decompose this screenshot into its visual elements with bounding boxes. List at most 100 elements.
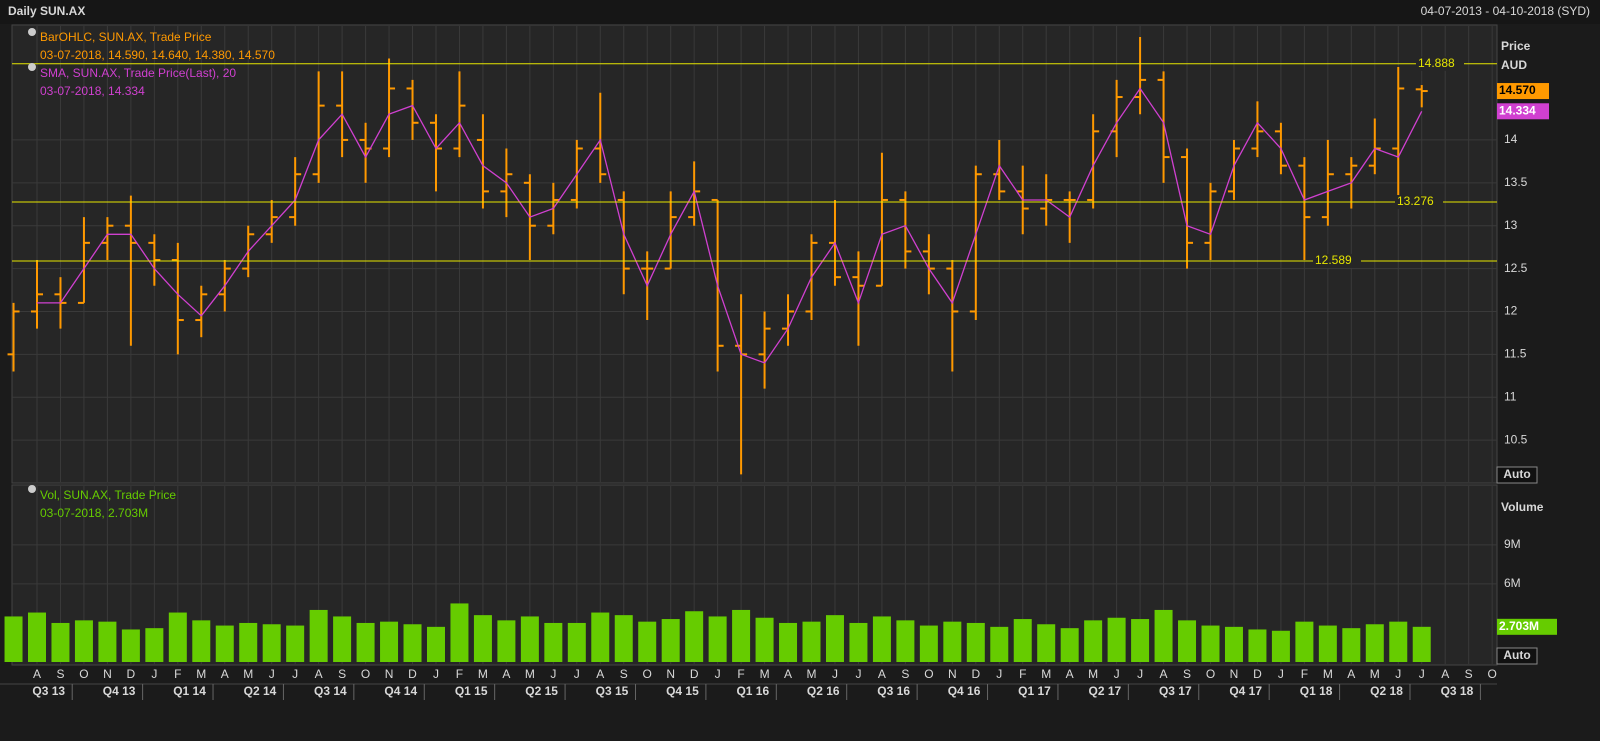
volume-bar bbox=[591, 612, 610, 662]
month-label: J bbox=[832, 667, 838, 681]
volume-bar bbox=[1342, 628, 1361, 662]
volume-bar bbox=[1154, 609, 1173, 662]
y-tick-label: 13 bbox=[1504, 218, 1518, 232]
month-label: O bbox=[643, 667, 652, 681]
volume-bar bbox=[1060, 628, 1079, 662]
volume-bar bbox=[919, 625, 938, 662]
legend-icon[interactable] bbox=[28, 63, 36, 71]
volume-bar bbox=[286, 625, 305, 662]
month-label: A bbox=[1160, 667, 1168, 681]
month-label: M bbox=[760, 667, 770, 681]
month-label: A bbox=[784, 667, 792, 681]
volume-bar bbox=[497, 620, 516, 662]
title-bar bbox=[0, 0, 1600, 24]
volume-bar bbox=[614, 615, 633, 662]
month-label: N bbox=[948, 667, 957, 681]
legend-icon[interactable] bbox=[28, 28, 36, 36]
quarter-label: Q3 13 bbox=[32, 684, 65, 698]
auto-label[interactable]: Auto bbox=[1503, 648, 1530, 662]
volume-bar bbox=[1178, 620, 1197, 662]
month-label: M bbox=[1041, 667, 1051, 681]
auto-button[interactable] bbox=[1496, 647, 1538, 665]
volume-bar bbox=[356, 622, 375, 662]
month-label: A bbox=[221, 667, 229, 681]
legend-status: 03-07-2018, 14.334 bbox=[40, 84, 145, 98]
quarter-label: Q3 15 bbox=[596, 684, 629, 698]
last-value-label: 14.334 bbox=[1499, 103, 1536, 117]
month-label: A bbox=[878, 667, 886, 681]
annotations: 14.888 13.276 12.589 bbox=[12, 56, 1497, 268]
quarter-label: Q1 14 bbox=[173, 684, 206, 698]
sma-line bbox=[37, 87, 1423, 364]
volume-bar bbox=[262, 624, 281, 662]
quarter-label: Q1 15 bbox=[455, 684, 488, 698]
quarter-label: Q3 16 bbox=[877, 684, 910, 698]
auto-label[interactable]: Auto bbox=[1503, 467, 1530, 481]
volume-bar bbox=[215, 625, 234, 662]
month-label: M bbox=[243, 667, 253, 681]
month-label: J bbox=[996, 667, 1002, 681]
volume-bar bbox=[872, 616, 891, 662]
month-label: J bbox=[1419, 667, 1425, 681]
volume-bar bbox=[1248, 629, 1267, 662]
quarter-label: Q3 17 bbox=[1159, 684, 1192, 698]
volume-bar bbox=[403, 624, 422, 662]
y-tick-label: 12 bbox=[1504, 304, 1518, 318]
y-tick-label: 10.5 bbox=[1504, 432, 1528, 446]
month-label: A bbox=[1441, 667, 1449, 681]
last-value-box bbox=[1497, 618, 1557, 635]
month-label: A bbox=[33, 667, 41, 681]
month-label: D bbox=[971, 667, 980, 681]
volume-bar bbox=[51, 622, 70, 662]
volume-bar bbox=[1131, 619, 1150, 662]
quarter-label: Q3 18 bbox=[1441, 684, 1474, 698]
quarter-label: Q2 14 bbox=[244, 684, 277, 698]
month-label: M bbox=[525, 667, 535, 681]
month-label: D bbox=[1253, 667, 1262, 681]
horizontal-line-label: 14.888 bbox=[1418, 56, 1455, 70]
y-tick-label: 13.5 bbox=[1504, 175, 1528, 189]
volume-bar bbox=[544, 622, 563, 662]
month-label: M bbox=[1088, 667, 1098, 681]
volume-bar bbox=[708, 616, 727, 662]
volume-bar bbox=[990, 626, 1009, 662]
volume-axis-label: Volume bbox=[1501, 500, 1544, 514]
month-label: J bbox=[1137, 667, 1143, 681]
last-value-box bbox=[1497, 83, 1549, 100]
month-label: J bbox=[151, 667, 157, 681]
y-tick-label: 11.5 bbox=[1504, 347, 1527, 361]
volume-bar bbox=[966, 622, 985, 662]
legend: BarOHLC, SUN.AX, Trade Price 03-07-2018,… bbox=[28, 28, 275, 520]
volume-bar bbox=[638, 621, 657, 662]
volume-bar bbox=[1107, 617, 1126, 662]
horizontal-line-label-bg bbox=[1395, 195, 1443, 210]
month-label: J bbox=[433, 667, 439, 681]
legend-icon[interactable] bbox=[28, 485, 36, 493]
last-value-box bbox=[1497, 103, 1549, 120]
month-label: J bbox=[574, 667, 580, 681]
month-label: A bbox=[315, 667, 323, 681]
last-value-label: 14.570 bbox=[1499, 83, 1536, 97]
volume-bar bbox=[1201, 625, 1220, 662]
horizontal-line-label-bg bbox=[1416, 56, 1464, 71]
volume-bar bbox=[74, 620, 93, 662]
quarter-label: Q2 16 bbox=[807, 684, 840, 698]
month-label: A bbox=[1347, 667, 1355, 681]
month-label: M bbox=[478, 667, 488, 681]
volume-bar bbox=[661, 619, 680, 662]
legend-entry: BarOHLC, SUN.AX, Trade Price bbox=[40, 30, 212, 44]
quarter-label: Q4 17 bbox=[1229, 684, 1262, 698]
auto-button[interactable] bbox=[1496, 466, 1538, 484]
volume-bar bbox=[28, 612, 46, 662]
volume-bar bbox=[802, 621, 821, 662]
month-label: J bbox=[1395, 667, 1401, 681]
volume-bar bbox=[825, 615, 844, 662]
quarter-label: Q4 13 bbox=[103, 684, 136, 698]
quarter-label: Q4 15 bbox=[666, 684, 699, 698]
legend-entry: Vol, SUN.AX, Trade Price bbox=[40, 488, 176, 502]
volume-bar bbox=[943, 621, 962, 662]
month-label: D bbox=[127, 667, 136, 681]
volume-bar bbox=[426, 626, 445, 662]
volume-bar bbox=[380, 621, 399, 662]
volume-bar bbox=[896, 620, 915, 662]
